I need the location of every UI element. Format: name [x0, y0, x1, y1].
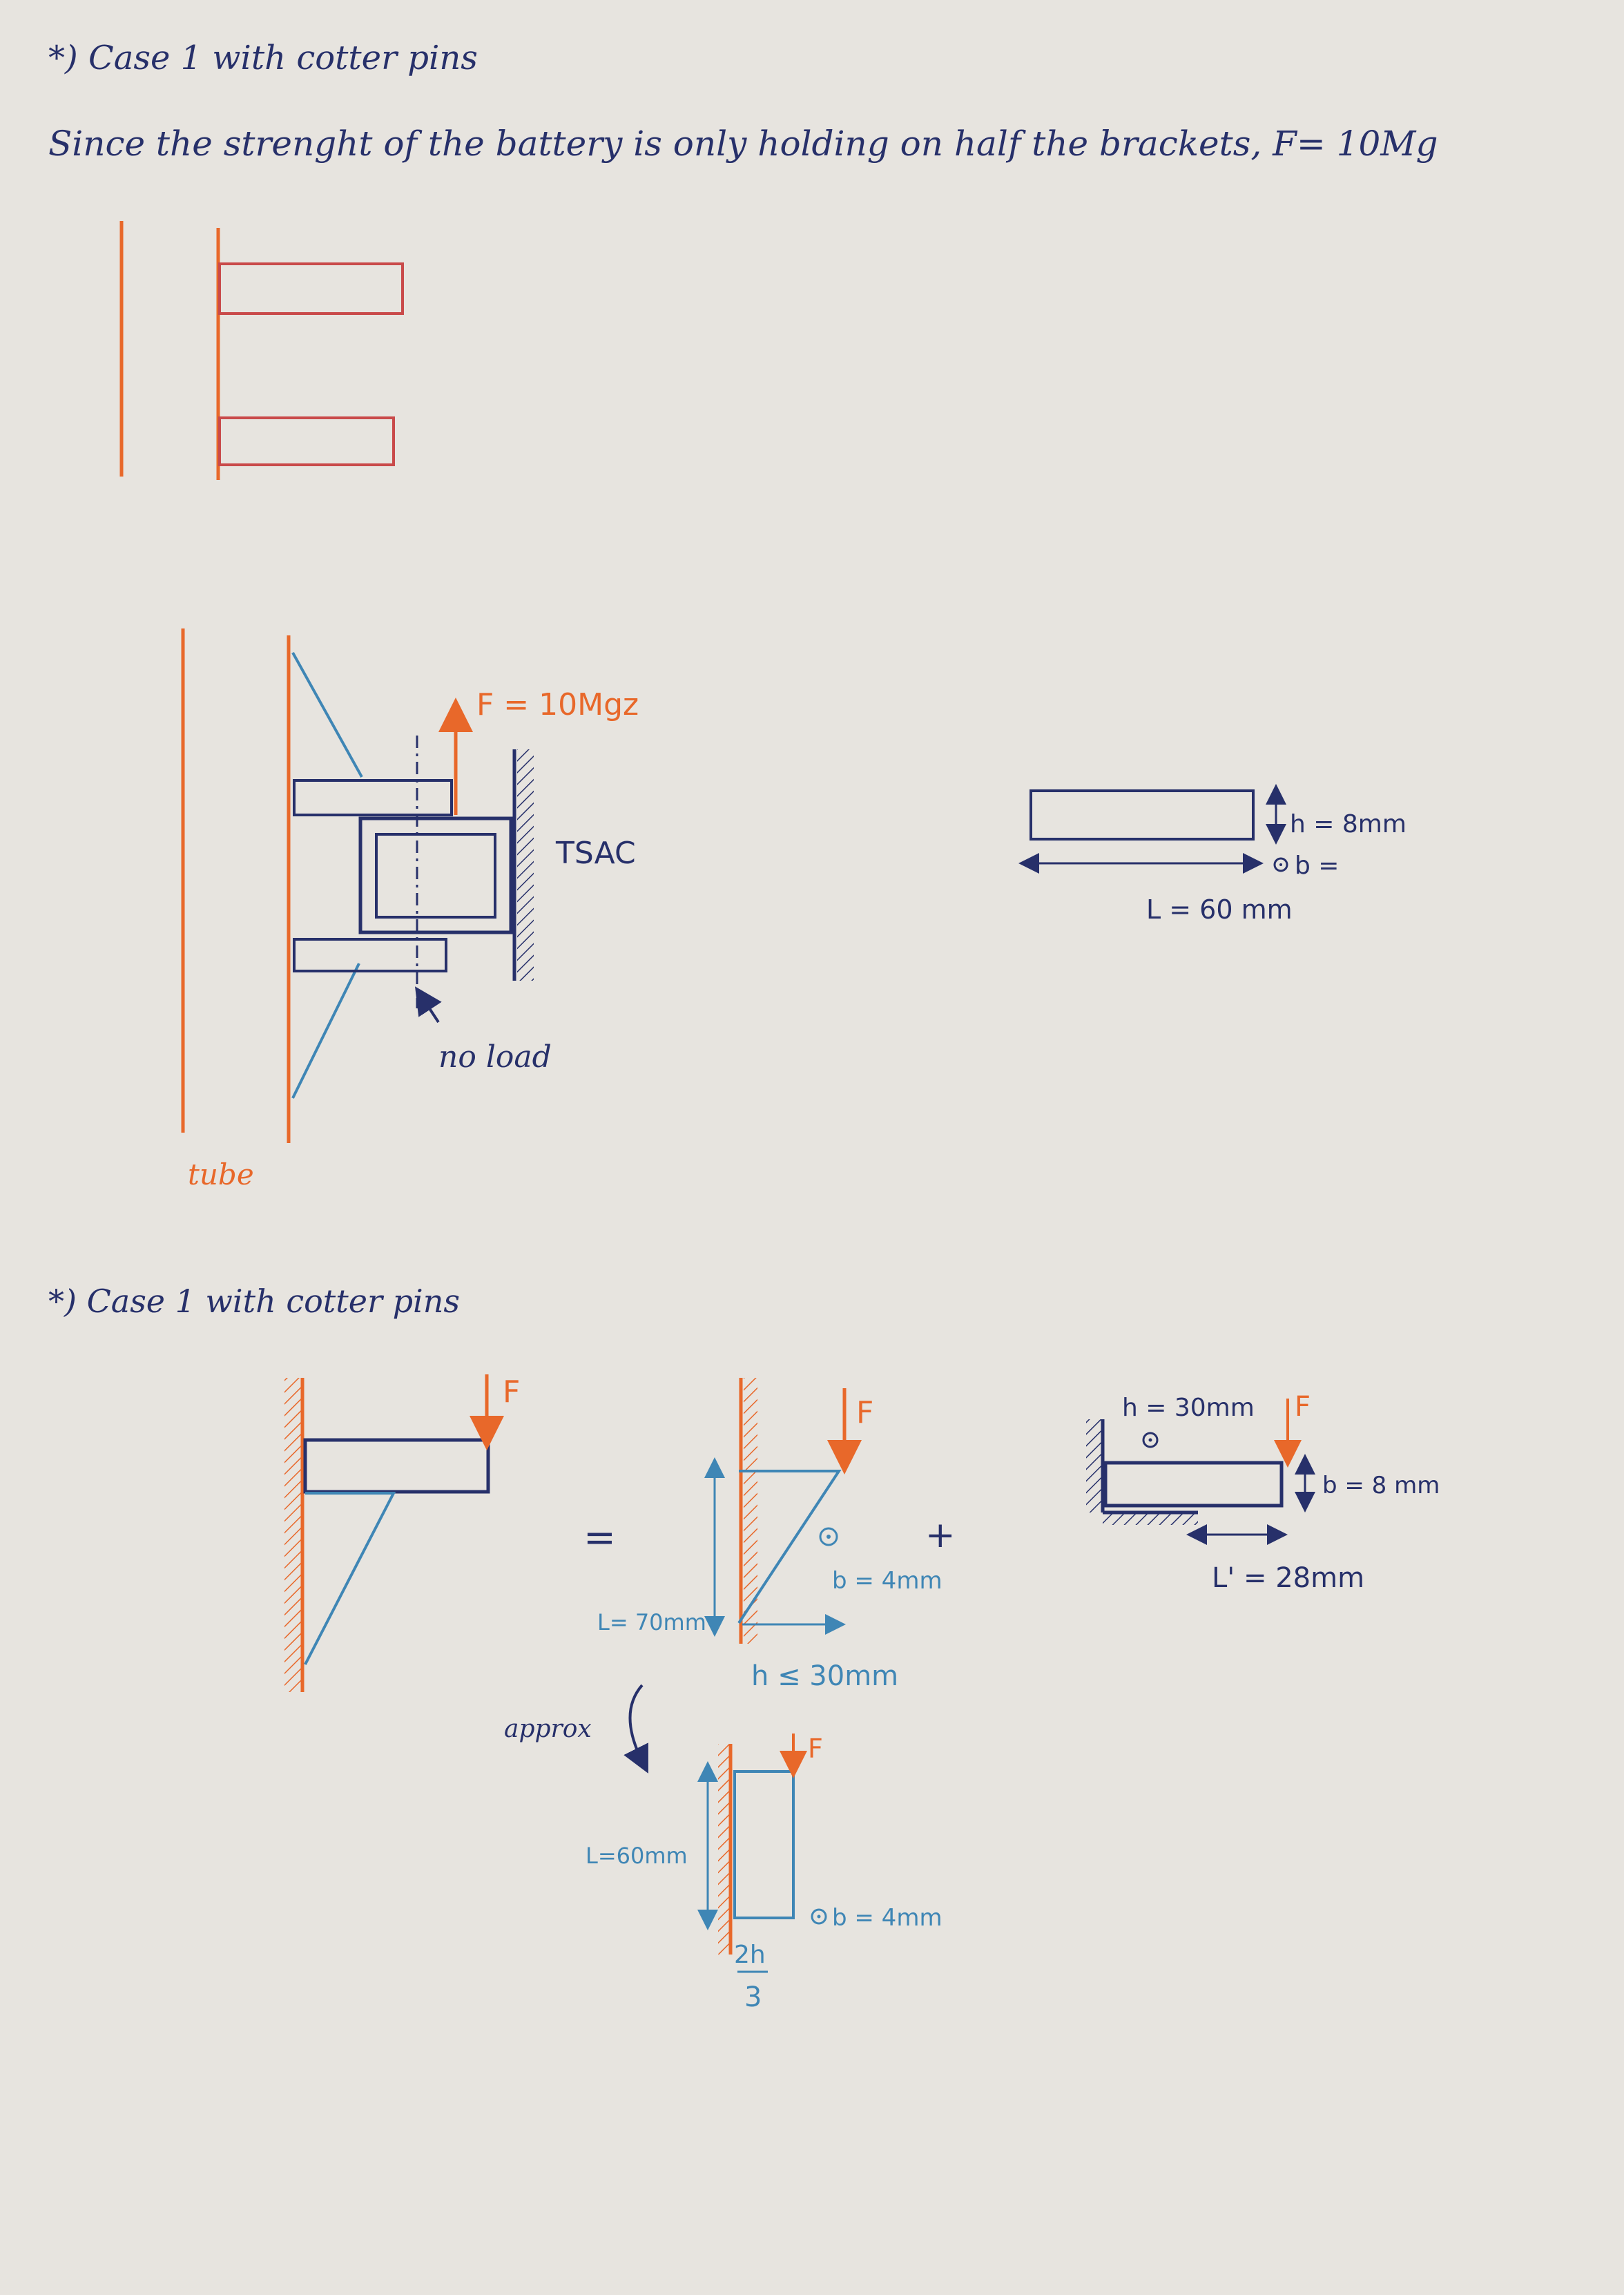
fig3b-h-condition: h ≤ 30mm — [751, 1660, 898, 1692]
fig3c-force-label: F — [808, 1734, 823, 1764]
fig3b-gusset — [704, 1378, 862, 1644]
header-2: *) Case 1 with cotter pins — [48, 1283, 460, 1320]
approx-arrow — [624, 1684, 648, 1774]
fig3c-L-label: L=60mm — [586, 1843, 688, 1869]
beam1-b-label: b = — [1295, 852, 1339, 880]
fig3c-rect — [697, 1734, 827, 1973]
fig3b-L-label: L= 70mm — [597, 1609, 706, 1635]
fig3b-force-label: F — [856, 1395, 873, 1430]
equals-sign: = — [583, 1515, 616, 1560]
beam2-h-label: h = 30mm — [1122, 1394, 1255, 1422]
fig3c-frac-den: 3 — [744, 1981, 762, 2013]
fig2-tsac-mount — [181, 628, 534, 1143]
beam2-force-label: F — [1295, 1391, 1311, 1423]
beam2-sketch — [1086, 1399, 1315, 1545]
beam1-h-label: h = 8mm — [1290, 810, 1406, 838]
beam2-b-label: b = 8 mm — [1322, 1472, 1440, 1499]
approx-label: approx — [504, 1715, 592, 1743]
fig2-force-label: F = 10Mgz — [476, 687, 639, 722]
problem-statement: Since the strenght of the battery is onl… — [48, 124, 1438, 164]
fig3a-force-label: F — [503, 1374, 520, 1410]
header-1: *) Case 1 with cotter pins — [48, 39, 478, 77]
beam1-L-label: L = 60 mm — [1146, 894, 1293, 925]
fig2-tsac-label: TSAC — [555, 836, 636, 871]
beam1-sketch — [1018, 784, 1288, 874]
fig2-tube-label: tube — [188, 1158, 254, 1191]
fig3b-b-label: b = 4mm — [832, 1567, 942, 1595]
fig1-brackets — [119, 221, 404, 480]
beam2-L-label: L' = 28mm — [1212, 1562, 1364, 1594]
fig3c-b-label: b = 4mm — [832, 1904, 942, 1932]
fig3a-bracket — [284, 1374, 504, 1692]
plus-sign: + — [925, 1515, 956, 1556]
fig2-noload-label: no load — [438, 1039, 552, 1075]
fig3c-frac-num: 2h — [734, 1941, 766, 1969]
